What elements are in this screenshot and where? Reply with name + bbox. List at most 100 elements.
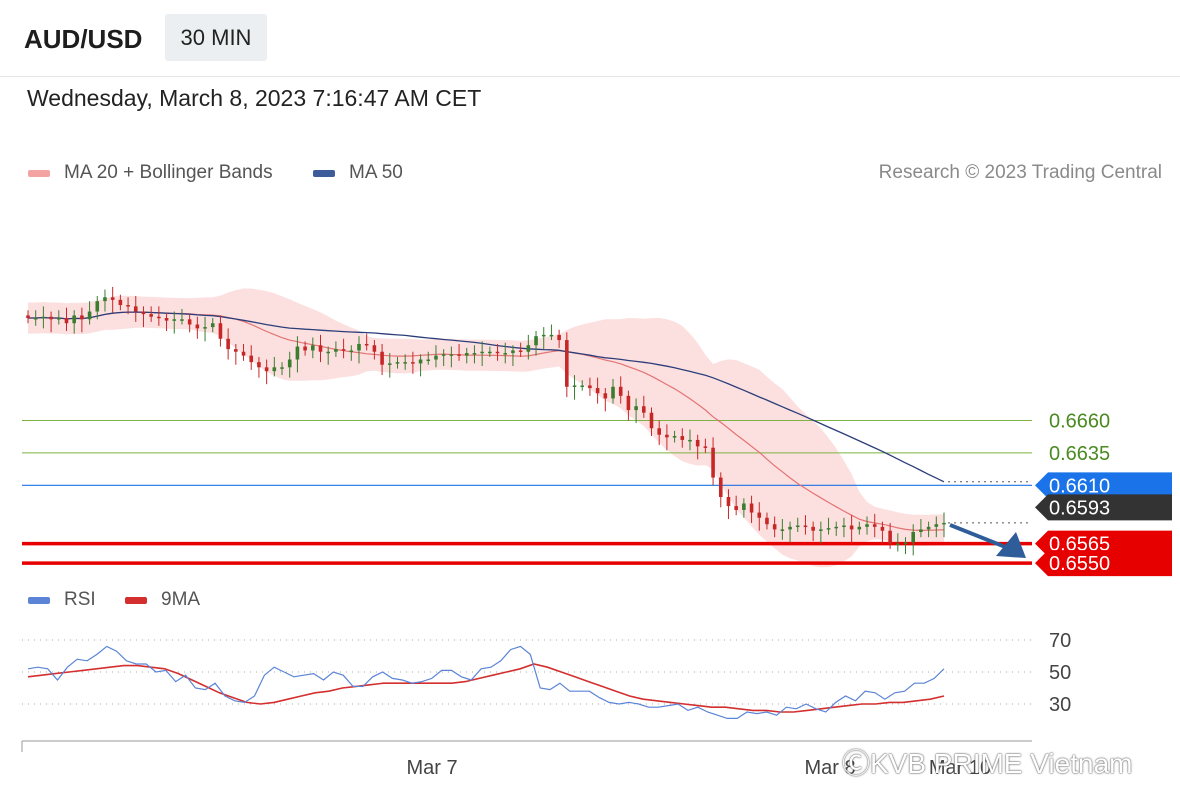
rsi-tick-label: 70 — [1049, 630, 1071, 652]
rsi-tick-label: 30 — [1049, 694, 1071, 716]
candle-body — [495, 351, 500, 354]
candle-body — [657, 428, 661, 435]
candle — [334, 341, 338, 357]
candle-body — [395, 362, 400, 364]
candle-body — [126, 305, 130, 307]
candle-body — [565, 340, 569, 387]
candle — [80, 307, 84, 333]
candle — [795, 517, 800, 533]
candle-body — [241, 351, 246, 356]
rsi-9ma-line — [27, 663, 945, 713]
candle-body — [595, 388, 600, 394]
candle-body — [511, 350, 515, 354]
candle-body — [464, 353, 469, 356]
candle-body — [580, 385, 585, 387]
candle — [942, 512, 946, 538]
candle — [811, 521, 815, 542]
candle — [541, 327, 546, 350]
candle-body — [110, 297, 115, 300]
rsi-tick-label: 50 — [1049, 662, 1071, 684]
candle-body — [842, 525, 846, 528]
candle-body — [334, 349, 338, 352]
candle-body — [357, 343, 361, 351]
candle-body — [626, 395, 631, 411]
candle — [657, 420, 661, 446]
candle-body — [503, 353, 508, 355]
candle-body — [364, 343, 369, 346]
candle-body — [695, 439, 700, 447]
level-label-0.6660: 0.6660 — [1049, 410, 1110, 432]
candle — [441, 349, 446, 367]
candle — [903, 537, 908, 555]
candle — [680, 428, 685, 448]
candle-body — [149, 314, 153, 317]
candle — [526, 334, 531, 360]
forecast-arrow-shaft — [949, 523, 1009, 550]
candle-body — [641, 406, 646, 413]
candle-body — [418, 359, 423, 364]
forecast-arrow-head — [996, 532, 1026, 559]
candle-body — [172, 319, 177, 321]
candle — [634, 398, 638, 424]
candle — [488, 346, 492, 357]
candle — [210, 318, 215, 333]
candle-body — [811, 526, 815, 531]
candle-body — [49, 316, 53, 320]
candle — [765, 512, 769, 530]
candle — [618, 376, 623, 404]
candle-body — [826, 528, 831, 530]
candle — [257, 356, 261, 378]
candle — [72, 310, 76, 334]
candle — [234, 343, 238, 365]
watermark: ⒸKVB PRIME Vietnam — [842, 748, 1133, 779]
candle-body — [380, 351, 384, 365]
candle-body — [803, 525, 808, 528]
candle-body — [157, 316, 161, 319]
candle — [33, 310, 38, 326]
candle-body — [849, 525, 854, 530]
candle-body — [26, 315, 30, 319]
candle-body — [203, 327, 207, 329]
candle — [580, 380, 585, 391]
candle — [718, 472, 723, 508]
candle-body — [164, 318, 169, 321]
candle-body — [711, 447, 715, 478]
candle — [834, 521, 839, 536]
symbol-title: AUD/USD — [24, 24, 143, 54]
candle — [341, 338, 346, 359]
candle-body — [680, 436, 685, 440]
candle-body — [311, 345, 315, 351]
timeframe-button[interactable]: 30 MIN — [165, 14, 267, 61]
candle — [387, 353, 392, 378]
candle — [872, 513, 877, 538]
header-divider — [0, 76, 1180, 77]
candle-body — [264, 367, 269, 372]
candle-body — [788, 526, 792, 530]
candle — [611, 378, 615, 404]
candle-body — [195, 324, 200, 329]
candle-body — [934, 524, 939, 527]
candle — [849, 515, 854, 543]
candle-body — [888, 530, 892, 544]
candle — [626, 390, 631, 421]
candle — [241, 343, 246, 361]
candle-body — [411, 362, 415, 364]
candle — [726, 489, 731, 520]
candle — [403, 354, 407, 370]
candle-body — [341, 349, 346, 351]
candle — [303, 341, 307, 356]
candle-body — [95, 301, 100, 312]
candle-body — [187, 319, 192, 325]
candle — [649, 407, 654, 437]
candle-body — [457, 354, 461, 356]
candle-body — [249, 355, 254, 363]
candle-body — [257, 362, 261, 368]
candle — [349, 345, 354, 361]
candle-body — [588, 385, 592, 389]
candle-body — [441, 354, 446, 356]
candle-body — [896, 543, 900, 546]
candle-body — [218, 323, 223, 339]
candle-body — [118, 299, 123, 306]
